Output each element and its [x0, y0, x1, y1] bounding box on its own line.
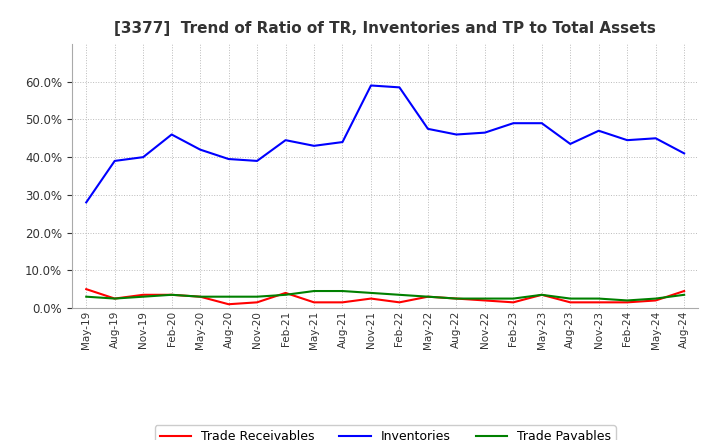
Title: [3377]  Trend of Ratio of TR, Inventories and TP to Total Assets: [3377] Trend of Ratio of TR, Inventories…: [114, 21, 656, 36]
Inventories: [652, 136, 660, 141]
Trade Receivables: [395, 300, 404, 305]
Inventories: [566, 141, 575, 147]
Trade Payables: [452, 296, 461, 301]
Trade Receivables: [595, 300, 603, 305]
Trade Payables: [225, 294, 233, 299]
Trade Payables: [338, 288, 347, 293]
Legend: Trade Receivables, Inventories, Trade Payables: Trade Receivables, Inventories, Trade Pa…: [155, 425, 616, 440]
Trade Payables: [623, 298, 631, 303]
Trade Receivables: [509, 300, 518, 305]
Trade Payables: [480, 296, 489, 301]
Inventories: [225, 156, 233, 161]
Trade Payables: [253, 294, 261, 299]
Line: Inventories: Inventories: [86, 85, 684, 202]
Line: Trade Payables: Trade Payables: [86, 291, 684, 301]
Inventories: [282, 138, 290, 143]
Inventories: [623, 138, 631, 143]
Inventories: [82, 200, 91, 205]
Trade Payables: [537, 292, 546, 297]
Trade Payables: [282, 292, 290, 297]
Trade Receivables: [623, 300, 631, 305]
Trade Receivables: [253, 300, 261, 305]
Trade Receivables: [452, 296, 461, 301]
Trade Receivables: [338, 300, 347, 305]
Trade Receivables: [566, 300, 575, 305]
Trade Receivables: [537, 292, 546, 297]
Inventories: [196, 147, 204, 152]
Inventories: [595, 128, 603, 133]
Trade Receivables: [282, 290, 290, 296]
Trade Payables: [167, 292, 176, 297]
Inventories: [537, 121, 546, 126]
Trade Receivables: [310, 300, 318, 305]
Inventories: [110, 158, 119, 164]
Trade Payables: [366, 290, 375, 296]
Trade Payables: [82, 294, 91, 299]
Trade Receivables: [139, 292, 148, 297]
Inventories: [310, 143, 318, 148]
Trade Receivables: [167, 292, 176, 297]
Trade Receivables: [366, 296, 375, 301]
Trade Receivables: [423, 294, 432, 299]
Line: Trade Receivables: Trade Receivables: [86, 289, 684, 304]
Trade Payables: [680, 292, 688, 297]
Trade Payables: [595, 296, 603, 301]
Trade Payables: [139, 294, 148, 299]
Inventories: [680, 151, 688, 156]
Trade Receivables: [225, 301, 233, 307]
Trade Receivables: [82, 286, 91, 292]
Inventories: [167, 132, 176, 137]
Trade Receivables: [680, 288, 688, 293]
Trade Payables: [395, 292, 404, 297]
Trade Payables: [310, 288, 318, 293]
Trade Receivables: [110, 296, 119, 301]
Trade Payables: [566, 296, 575, 301]
Inventories: [366, 83, 375, 88]
Trade Receivables: [196, 294, 204, 299]
Trade Receivables: [480, 298, 489, 303]
Trade Payables: [423, 294, 432, 299]
Trade Payables: [110, 296, 119, 301]
Inventories: [253, 158, 261, 164]
Trade Payables: [509, 296, 518, 301]
Trade Receivables: [652, 298, 660, 303]
Inventories: [338, 139, 347, 145]
Inventories: [480, 130, 489, 135]
Inventories: [395, 85, 404, 90]
Inventories: [509, 121, 518, 126]
Trade Payables: [196, 294, 204, 299]
Inventories: [452, 132, 461, 137]
Inventories: [139, 154, 148, 160]
Inventories: [423, 126, 432, 132]
Trade Payables: [652, 296, 660, 301]
